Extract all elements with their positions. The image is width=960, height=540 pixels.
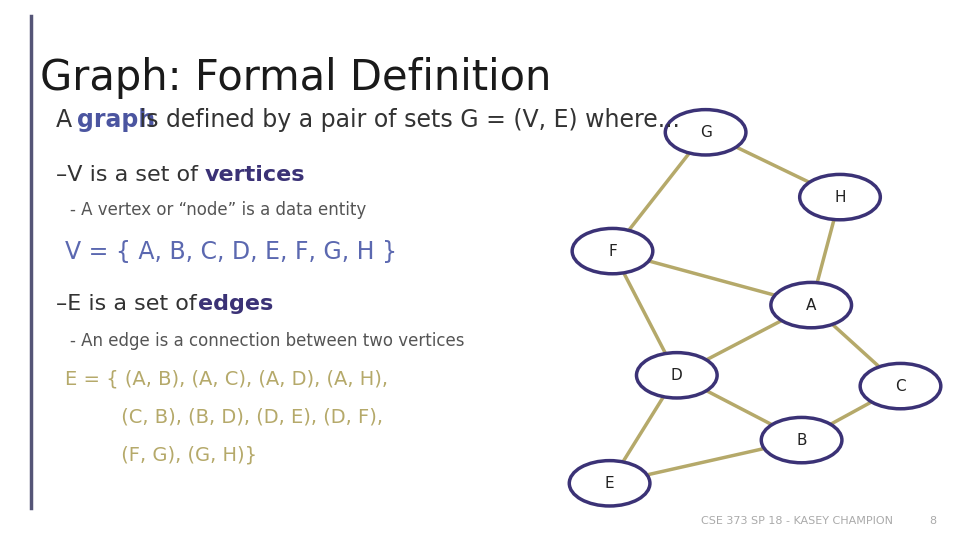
Text: CSE 373 SP 18 - KASEY CHAMPION: CSE 373 SP 18 - KASEY CHAMPION	[701, 516, 893, 526]
Circle shape	[665, 110, 746, 155]
Circle shape	[800, 174, 880, 220]
Text: –V is a set of: –V is a set of	[56, 165, 204, 185]
Text: E = { (A, B), (A, C), (A, D), (A, H),: E = { (A, B), (A, C), (A, D), (A, H),	[65, 370, 388, 389]
Text: G: G	[700, 125, 711, 140]
Text: E: E	[605, 476, 614, 491]
Text: 8: 8	[929, 516, 936, 526]
Text: V = { A, B, C, D, E, F, G, H }: V = { A, B, C, D, E, F, G, H }	[65, 240, 397, 264]
Text: is defined by a pair of sets G = (V, E) where...: is defined by a pair of sets G = (V, E) …	[132, 108, 681, 132]
Circle shape	[860, 363, 941, 409]
Text: graph: graph	[77, 108, 156, 132]
Circle shape	[636, 353, 717, 398]
Text: –E is a set of: –E is a set of	[56, 294, 204, 314]
Text: (C, B), (B, D), (D, E), (D, F),: (C, B), (B, D), (D, E), (D, F),	[65, 408, 383, 427]
Text: H: H	[834, 190, 846, 205]
Text: A: A	[806, 298, 816, 313]
Text: vertices: vertices	[204, 165, 305, 185]
Text: B: B	[797, 433, 806, 448]
Circle shape	[569, 461, 650, 506]
Text: D: D	[671, 368, 683, 383]
Text: - A vertex or “node” is a data entity: - A vertex or “node” is a data entity	[70, 201, 367, 219]
Circle shape	[761, 417, 842, 463]
Text: edges: edges	[198, 294, 273, 314]
Circle shape	[572, 228, 653, 274]
Text: (F, G), (G, H)}: (F, G), (G, H)}	[65, 446, 257, 464]
Text: F: F	[608, 244, 617, 259]
Circle shape	[771, 282, 852, 328]
Text: C: C	[895, 379, 906, 394]
Text: Graph: Formal Definition: Graph: Formal Definition	[40, 57, 552, 99]
Text: A: A	[56, 108, 80, 132]
Text: - An edge is a connection between two vertices: - An edge is a connection between two ve…	[70, 332, 465, 350]
